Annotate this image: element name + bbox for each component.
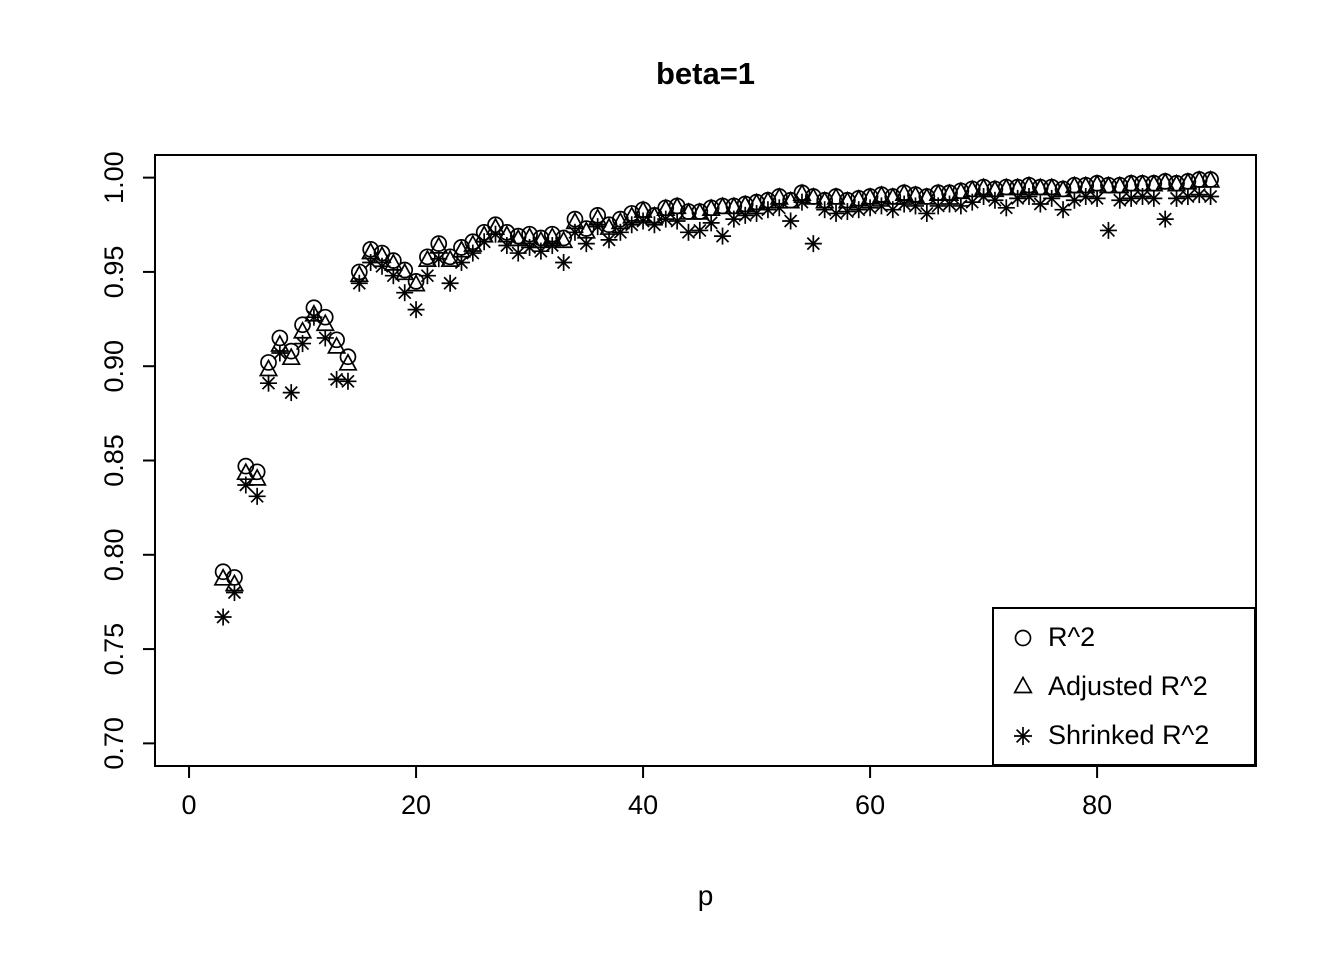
legend-item-adjusted-r2: Adjusted R^2: [1006, 670, 1250, 704]
series-points-asterisk: [214, 186, 1220, 626]
asterisk-icon: [1014, 726, 1032, 745]
legend-label-shrinked-r2: Shrinked R^2: [1048, 720, 1210, 750]
x-tick-label: 20: [401, 790, 431, 820]
y-tick-label: 0.90: [99, 340, 129, 393]
legend-item-r2: R^2: [1006, 621, 1250, 655]
y-tick-label: 0.85: [99, 434, 129, 487]
series-points-circle: [214, 171, 1219, 586]
triangle-icon: [1013, 675, 1033, 693]
circle-icon: [1014, 629, 1032, 646]
y-tick-label: 0.70: [99, 717, 129, 770]
y-tick-label: 1.00: [99, 151, 129, 204]
x-axis-ticks: 0 20 40 60 80: [182, 766, 1112, 820]
y-axis-ticks: 0.70 0.75 0.80 0.85 0.90 0.95 1.00: [99, 151, 155, 770]
legend-label-adjusted-r2: Adjusted R^2: [1048, 671, 1208, 701]
chart-title: beta=1: [655, 56, 756, 91]
legend-item-shrinked-r2: Shrinked R^2: [1006, 719, 1250, 753]
x-axis-label: p: [697, 880, 714, 911]
legend-label-r2: R^2: [1048, 622, 1096, 652]
y-tick-label: 0.75: [99, 623, 129, 676]
x-tick-label: 40: [628, 790, 658, 820]
x-tick-label: 60: [855, 790, 885, 820]
y-tick-label: 0.95: [99, 246, 129, 299]
y-tick-label: 0.80: [99, 529, 129, 582]
x-tick-label: 80: [1082, 790, 1112, 820]
legend: R^2 Adjusted R^2 Shrinked R^2: [992, 607, 1256, 766]
series-points-triangle: [213, 170, 1221, 592]
x-tick-label: 0: [182, 790, 197, 820]
